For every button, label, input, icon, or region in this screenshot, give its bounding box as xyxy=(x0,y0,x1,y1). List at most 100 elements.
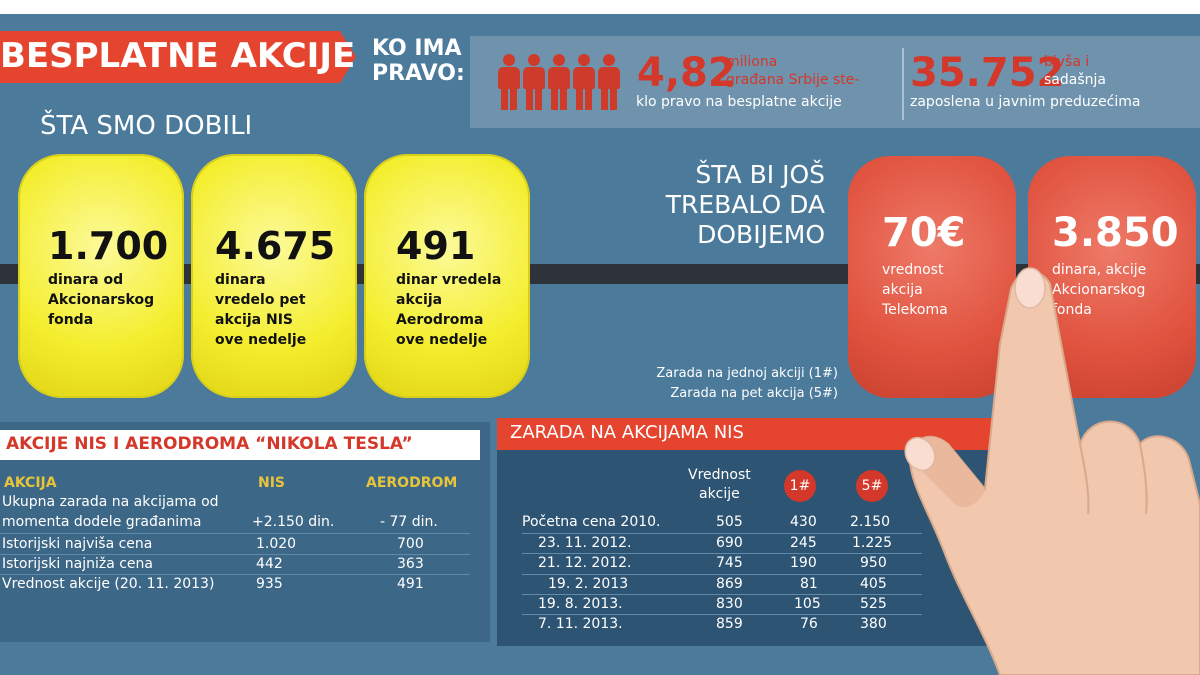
expected-value: 70€ xyxy=(882,210,966,256)
received-desc-line: ove nedelje xyxy=(396,332,488,348)
table-cell-aerodrom: - 77 din. xyxy=(380,514,438,530)
received-heading: ŠTA SMO DOBILI xyxy=(40,111,253,141)
row-divider xyxy=(0,554,470,555)
citizens-count: 4,82 xyxy=(637,50,736,96)
table-cell-date: Početna cena 2010. xyxy=(522,514,661,530)
column-header-line: akcije xyxy=(698,486,740,502)
person-icon xyxy=(598,54,620,110)
who-label: KO IMA PRAVO: xyxy=(372,36,465,86)
title-banner xyxy=(0,31,340,83)
expected-heading: ŠTA BI JOŠ TREBALO DA DOBIJEMO xyxy=(666,160,825,250)
person-icon xyxy=(548,54,570,110)
received-value: 4.675 xyxy=(215,224,336,268)
expected-heading-line: DOBIJEMO xyxy=(697,220,825,249)
table-cell-value: 859 xyxy=(716,616,743,632)
table-cell-label: Vrednost akcije (20. 11. 2013) xyxy=(2,576,215,592)
row-divider xyxy=(522,614,922,615)
page-title: BESPLATNE AKCIJE xyxy=(0,36,356,76)
table-cell-date: 19. 8. 2013. xyxy=(538,596,623,612)
table-cell-value: 505 xyxy=(716,514,743,530)
employees-text-line1: bivša i xyxy=(1044,54,1090,70)
row-divider xyxy=(522,574,922,575)
expected-heading-line: ŠTA BI JOŠ xyxy=(695,160,825,189)
table-cell-date: 21. 12. 2012. xyxy=(538,555,632,571)
received-desc-line: dinara xyxy=(215,272,266,288)
table-cell-value: 690 xyxy=(716,535,743,551)
table-cell-label: Istorijski najviša cena xyxy=(2,536,153,552)
received-description: dinara od Akcionarskog fonda xyxy=(48,270,154,330)
expected-value: 3.850 xyxy=(1052,210,1179,256)
legend-five-shares: Zarada na pet akcija (5#) xyxy=(670,386,838,401)
column-header: AERODROM xyxy=(366,475,458,491)
table-cell-one: 430 xyxy=(790,514,817,530)
received-desc-line: ove nedelje xyxy=(215,332,307,348)
employees-text-line2: sadašnja xyxy=(1044,72,1106,88)
table-cell-aerodrom: 363 xyxy=(397,556,424,572)
table-cell-date: 7. 11. 2013. xyxy=(538,616,623,632)
received-desc-line: vredelo pet xyxy=(215,292,306,308)
table-cell-nis: +2.150 din. xyxy=(252,514,335,530)
received-card: 4.675 dinara vredelo pet akcija NIS ove … xyxy=(191,154,357,398)
table-cell-one: 76 xyxy=(800,616,818,632)
table-cell-value: 745 xyxy=(716,555,743,571)
expected-desc-line: Akcionarskog xyxy=(1052,282,1146,298)
person-icon xyxy=(573,54,595,110)
expected-desc-line: vrednost xyxy=(882,262,944,278)
row-divider xyxy=(522,533,922,534)
table-cell-label: momenta dodele građanima xyxy=(2,514,202,530)
table-cell-five: 380 xyxy=(860,616,887,632)
expected-desc-line: fonda xyxy=(1052,302,1092,318)
expected-desc-line: Telekoma xyxy=(882,302,948,318)
nis-aerodrom-table-title: AKCIJE NIS I AERODROMA “NIKOLA TESLA” xyxy=(6,434,413,454)
row-divider xyxy=(0,574,470,575)
citizens-text-line2: građana Srbije ste- xyxy=(726,72,860,88)
who-label-line2: PRAVO: xyxy=(372,61,465,86)
person-icon xyxy=(523,54,545,110)
received-value: 1.700 xyxy=(48,224,169,268)
expected-desc-line: dinara, akcije xyxy=(1052,262,1147,278)
table-cell-value: 869 xyxy=(716,576,743,592)
who-label-line1: KO IMA xyxy=(372,36,462,61)
row-divider xyxy=(522,553,922,554)
table-cell-date: 19. 2. 2013 xyxy=(548,576,629,592)
column-header-five-shares: 5# xyxy=(856,470,888,502)
table-cell-five: 2.150 xyxy=(850,514,891,530)
person-icon xyxy=(498,54,520,110)
received-card: 1.700 dinara od Akcionarskog fonda xyxy=(18,154,184,398)
title-banner-arrow xyxy=(340,31,356,83)
pointing-hand-image xyxy=(904,267,1200,675)
table-cell-aerodrom: 491 xyxy=(397,576,424,592)
expected-desc-line: akcija xyxy=(882,282,923,298)
received-desc-line: akcija NIS xyxy=(215,312,293,328)
column-header: AKCIJA xyxy=(4,475,57,491)
received-desc-line: dinar vredela xyxy=(396,272,502,288)
table-cell-one: 190 xyxy=(790,555,817,571)
expected-heading-line: TREBALO DA xyxy=(665,190,825,219)
column-header-value: Vrednost akcije xyxy=(688,466,751,504)
received-desc-line: akcija xyxy=(396,292,443,308)
received-desc-line: dinara od xyxy=(48,272,124,288)
table-cell-one: 105 xyxy=(794,596,821,612)
expected-description: dinara, akcije Akcionarskog fonda xyxy=(1052,260,1146,320)
infographic: BESPLATNE AKCIJE KO IMA PRAVO: 4,82 mili… xyxy=(0,14,1200,675)
received-desc-line: fonda xyxy=(48,312,94,328)
citizens-text-line1: miliona xyxy=(726,54,778,70)
people-icons xyxy=(498,54,628,110)
expected-card: 70€ vrednost akcija Telekoma xyxy=(848,156,1016,398)
column-header-one-share: 1# xyxy=(784,470,816,502)
table-cell-nis: 935 xyxy=(256,576,283,592)
legend-one-share: Zarada na jednoj akciji (1#) xyxy=(656,366,838,381)
employees-count: 35.752 xyxy=(910,50,1065,96)
table-cell-value: 830 xyxy=(716,596,743,612)
employees-text-line3: zaposlena u javnim preduzećima xyxy=(910,94,1141,110)
received-desc-line: Aerodroma xyxy=(396,312,484,328)
received-description: dinara vredelo pet akcija NIS ove nedelj… xyxy=(215,270,306,350)
table-cell-aerodrom: 700 xyxy=(397,536,424,552)
table-cell-nis: 1.020 xyxy=(256,536,297,552)
stats-divider xyxy=(902,48,904,120)
received-value: 491 xyxy=(396,224,476,268)
citizens-text-line3: klo pravo na besplatne akcije xyxy=(636,94,842,110)
received-desc-line: Akcionarskog xyxy=(48,292,155,308)
nis-aerodrom-table-header xyxy=(0,430,480,460)
row-divider xyxy=(522,594,922,595)
